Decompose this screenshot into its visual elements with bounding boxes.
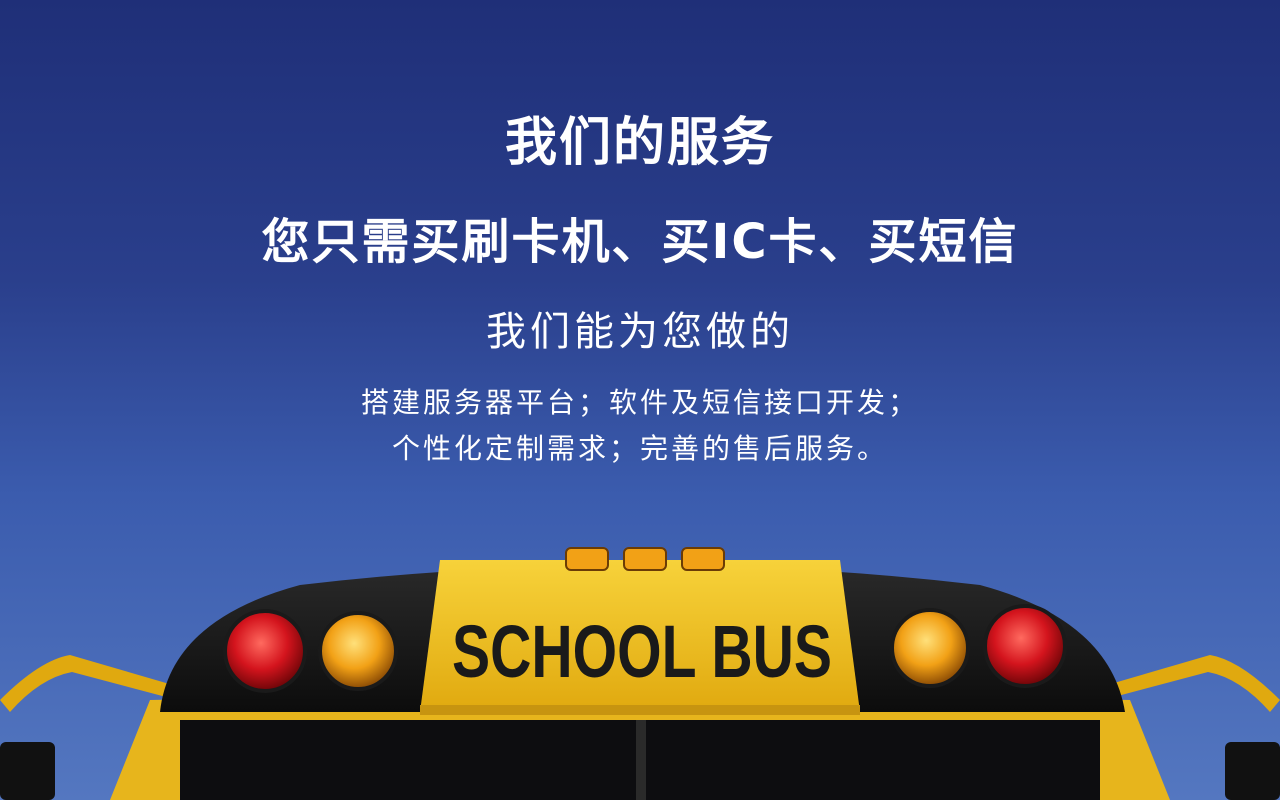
marker-light-2	[623, 547, 667, 571]
description-line-2: 个性化定制需求；完善的售后服务。	[391, 432, 888, 465]
marker-light-1	[565, 547, 609, 571]
marker-light-3	[681, 547, 725, 571]
description-line-1: 搭建服务器平台；软件及短信接口开发；	[360, 386, 919, 419]
left-mirror-arm	[0, 655, 190, 712]
right-red-light	[983, 604, 1067, 688]
right-amber-light	[890, 608, 970, 688]
left-mirror	[0, 742, 55, 800]
lead-text: 我们能为您做的	[486, 309, 794, 355]
subtitle: 您只需买刷卡机、买IC卡、买短信	[261, 214, 1019, 270]
left-red-light	[223, 609, 307, 693]
sign-panel	[420, 560, 860, 712]
right-mirror-arm	[1090, 655, 1280, 712]
page-title: 我们的服务	[504, 113, 775, 173]
left-amber-light	[318, 611, 398, 691]
right-mirror	[1225, 742, 1280, 800]
school-bus-sign-text: SCHOOL BUS	[452, 610, 832, 693]
